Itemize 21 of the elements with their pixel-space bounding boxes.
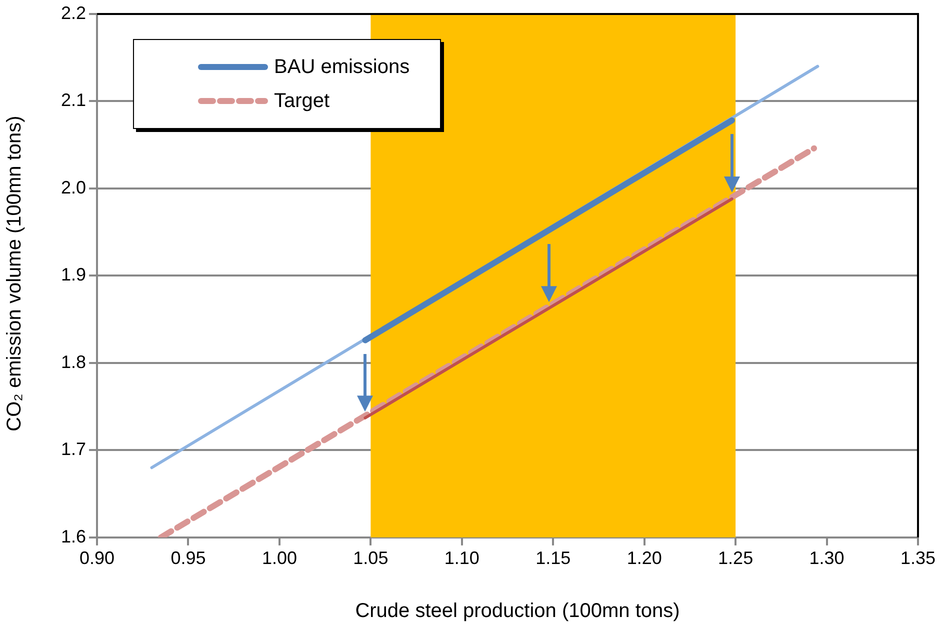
y-tick-label: 1.7 [60, 439, 86, 460]
x-tick-label: 1.25 [718, 548, 754, 568]
y-tick-label: 1.8 [60, 352, 86, 372]
x-tick-label: 0.90 [80, 548, 115, 568]
legend-label: Target [274, 90, 330, 112]
x-tick-label: 1.15 [536, 548, 571, 568]
x-tick-label: 1.35 [900, 548, 936, 568]
x-axis-title: Crude steel production (100mn tons) [354, 600, 681, 623]
x-tick-label: 1.05 [353, 548, 388, 568]
legend-label: BAU emissions [274, 56, 410, 78]
y-axis-title: CO₂ emission volume (100mn tons) [4, 114, 26, 434]
y-tick-label: 1.9 [60, 264, 86, 285]
x-tick-label: 1.10 [444, 548, 480, 568]
x-tick-label: 1.00 [262, 548, 297, 568]
y-tick-label: 2.2 [60, 2, 86, 23]
x-tick-label: 1.20 [626, 548, 662, 568]
y-tick-label: 1.6 [60, 526, 86, 546]
y-tick-label: 2.0 [60, 177, 86, 198]
x-tick-label: 1.30 [809, 548, 844, 568]
y-tick-label: 2.1 [60, 90, 86, 110]
x-tick-label: 0.95 [170, 548, 206, 568]
